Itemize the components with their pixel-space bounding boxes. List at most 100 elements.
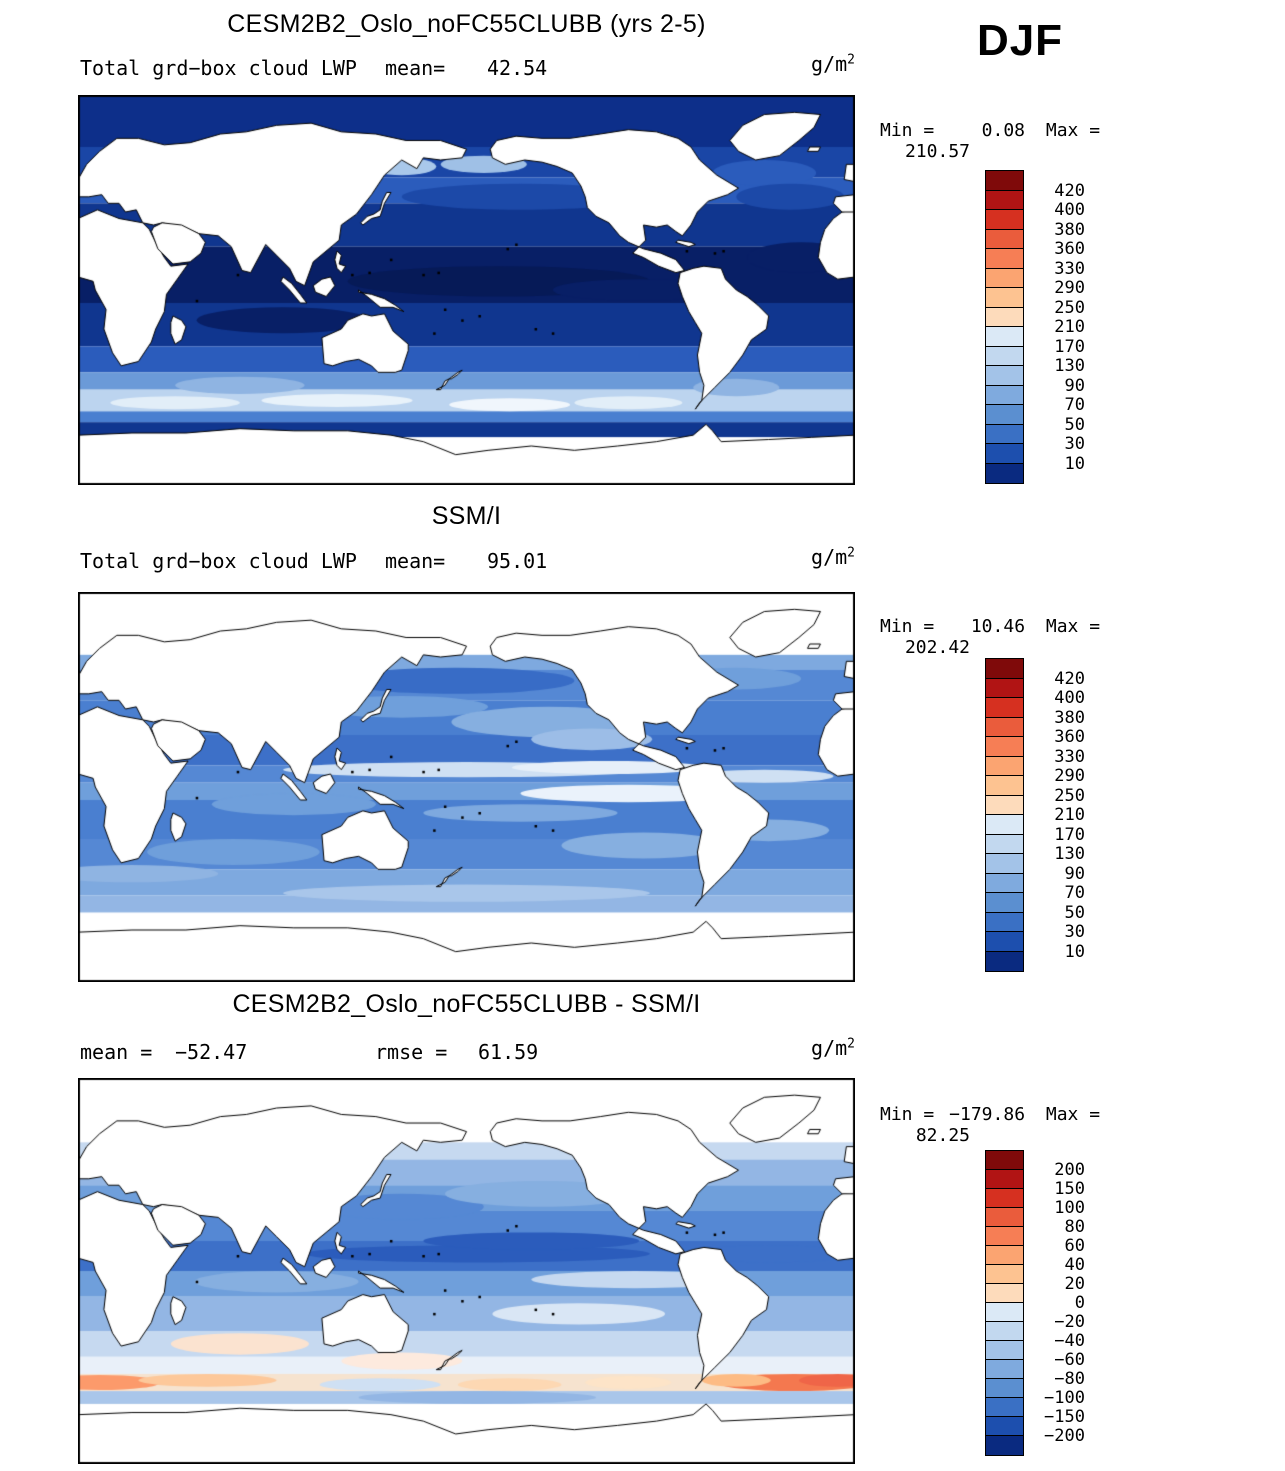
colorbar-cell — [986, 385, 1023, 405]
colorbar-cell — [986, 268, 1023, 288]
colorbar-cell — [986, 1360, 1023, 1379]
colorbar-tick-label: −200 — [1044, 1426, 1085, 1446]
colorbar-tick-label: 90 — [1064, 375, 1085, 396]
colorbar-tick-label: 170 — [1054, 824, 1085, 845]
colorbar-cell — [986, 249, 1023, 269]
colorbar-cell — [986, 229, 1023, 249]
mean-label: mean= — [385, 56, 446, 80]
colorbar-tick-label: 250 — [1054, 785, 1085, 806]
rmse-label: rmse = — [375, 1040, 448, 1064]
colorbar-cell — [986, 1436, 1023, 1455]
colorbar-cell — [986, 1151, 1023, 1170]
colorbar-cell — [986, 659, 1023, 679]
colorbar-tick-label: 330 — [1054, 258, 1085, 279]
colorbar-bar — [985, 1150, 1024, 1456]
colorbar-tick-label: 150 — [1054, 1179, 1085, 1199]
model-map-canvas — [78, 95, 855, 485]
max-label: Max = — [1045, 120, 1101, 141]
colorbar-cell — [986, 1322, 1023, 1341]
diff-map-canvas — [78, 1078, 855, 1464]
mean-value: −52.47 — [175, 1040, 248, 1064]
colorbar-cell — [986, 815, 1023, 835]
colorbar-cell — [986, 795, 1023, 815]
colorbar-tick-label: 50 — [1064, 414, 1085, 435]
colorbar-tick-label: 210 — [1054, 805, 1085, 825]
colorbar-cell — [986, 756, 1023, 776]
panel-model-minmax: Min = 0.08 Max = 210.57 — [880, 120, 1200, 162]
colorbar-cell — [986, 405, 1023, 425]
units-exponent: 2 — [847, 52, 855, 68]
colorbar-tick-label: 400 — [1054, 200, 1085, 220]
season-label: DJF — [976, 16, 1064, 65]
panel-obs-minmax: Min = 10.46 Max = 202.42 — [880, 616, 1200, 658]
colorbar-cell — [986, 873, 1023, 893]
colorbar-cell — [986, 288, 1023, 308]
colorbar-tick-label: −20 — [1054, 1312, 1085, 1332]
colorbar-cell — [986, 1284, 1023, 1303]
colorbar-cell — [986, 1398, 1023, 1417]
mean-label: mean= — [385, 549, 446, 573]
colorbar-cell — [986, 1170, 1023, 1189]
colorbar-tick-label: 250 — [1054, 297, 1085, 318]
colorbar-tick-label: 380 — [1054, 219, 1085, 240]
colorbar-cell — [986, 346, 1023, 366]
colorbar-cell — [986, 1208, 1023, 1227]
colorbar-cell — [986, 678, 1023, 698]
field-label: Total grd−box cloud LWP — [80, 549, 357, 573]
units-label: g/m2 — [78, 545, 855, 569]
colorbar-tick-label: 30 — [1064, 922, 1085, 942]
colorbar-cell — [986, 834, 1023, 854]
field-label: Total grd−box cloud LWP — [80, 56, 357, 80]
colorbar-cell — [986, 424, 1023, 444]
max-label: Max = — [1045, 1104, 1101, 1125]
colorbar-cell — [986, 444, 1023, 464]
colorbar-cell — [986, 698, 1023, 718]
colorbar-cell — [986, 737, 1023, 757]
colorbar-cell — [986, 1227, 1023, 1246]
max-value: 82.25 — [915, 1125, 970, 1146]
panel-obs-title: SSM/I — [431, 502, 502, 530]
min-value: 10.46 — [970, 616, 1026, 637]
colorbar-cell — [986, 171, 1023, 191]
colorbar-tick-label: −60 — [1054, 1350, 1085, 1370]
panel-obs-subtitle: Total grd−box cloud LWP mean= 95.01 — [80, 549, 855, 575]
panel-diff-title: CESM2B2_Oslo_noFC55CLUBB - SSM/I — [232, 990, 701, 1018]
panel-diff-subtitle: mean = −52.47 rmse = 61.59 — [80, 1040, 855, 1066]
colorbar-cell — [986, 893, 1023, 913]
colorbar-tick-label: 360 — [1054, 239, 1085, 259]
colorbar-tick-label: 420 — [1054, 180, 1085, 201]
min-value: 0.08 — [981, 120, 1026, 141]
units-base: g/m — [811, 545, 848, 569]
units-base: g/m — [811, 1036, 848, 1060]
mean-label: mean = — [80, 1040, 153, 1064]
colorbar-bar — [985, 658, 1024, 972]
colorbar-tick-label: −100 — [1044, 1388, 1085, 1408]
max-label: Max = — [1045, 616, 1101, 637]
colorbar-tick-label: 360 — [1054, 727, 1085, 747]
min-value: −179.86 — [949, 1104, 1026, 1125]
colorbar-tick-label: 60 — [1064, 1236, 1085, 1256]
colorbar-cell — [986, 1189, 1023, 1208]
colorbar-cell — [986, 1246, 1023, 1265]
colorbar-cell — [986, 1417, 1023, 1436]
colorbar-cell — [986, 912, 1023, 932]
colorbar-cell — [986, 932, 1023, 952]
obs-map-canvas — [78, 592, 855, 982]
colorbar-cell — [986, 776, 1023, 796]
units-label: g/m2 — [78, 52, 855, 76]
panel-model-subtitle: Total grd−box cloud LWP mean= 42.54 — [80, 56, 855, 82]
colorbar-tick-label: 210 — [1054, 317, 1085, 337]
colorbar-tick-label: 70 — [1064, 395, 1085, 415]
colorbar-cell — [986, 1303, 1023, 1322]
colorbar-bar — [985, 170, 1024, 484]
panel-model-title: CESM2B2_Oslo_noFC55CLUBB (yrs 2-5) — [227, 10, 706, 38]
panel-diff-minmax: Min = −179.86 Max = 82.25 — [880, 1104, 1200, 1146]
colorbar-cell — [986, 327, 1023, 347]
colorbar-tick-label: 200 — [1054, 1160, 1085, 1180]
colorbar-tick-label: 170 — [1054, 336, 1085, 357]
units-base: g/m — [811, 52, 848, 76]
min-label: Min = — [880, 616, 935, 637]
colorbar-cell — [986, 307, 1023, 327]
colorbar-tick-label: 130 — [1054, 356, 1085, 376]
mean-value: 42.54 — [487, 56, 548, 80]
